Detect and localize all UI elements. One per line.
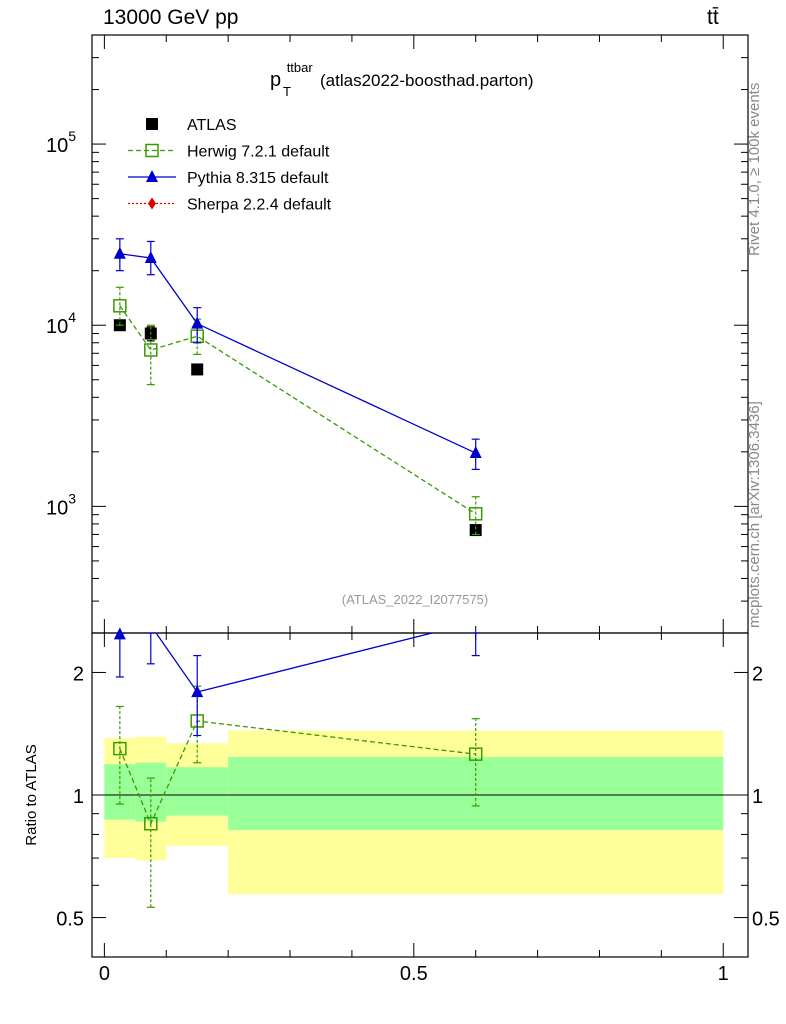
plot-title: p ttbar — [270, 60, 313, 91]
legend-label-pythia: Pythia 8.315 default — [187, 170, 329, 187]
herwig-point-0 — [113, 299, 127, 313]
main-series — [113, 238, 483, 537]
pythia-point-3 — [469, 446, 482, 459]
y-tick-label-2: 105 — [46, 128, 76, 157]
pythia-point-0 — [113, 627, 126, 640]
herwig-line — [119, 720, 476, 826]
ratio-y-tick-label-right-0: 0.5 — [752, 909, 780, 931]
atlas-point-3 — [469, 524, 482, 537]
plot-title-sub: T — [283, 84, 291, 99]
pythia-point-1 — [144, 251, 157, 264]
ratio-y-label: Ratio to ATLAS — [23, 744, 40, 845]
y-tick-label-base: 10 — [46, 497, 68, 519]
ratio-y-tick-label-left-1: 1 — [73, 786, 84, 808]
legend-marker-atlas — [146, 118, 158, 130]
legend-label-sherpa: Sherpa 2.2.4 default — [187, 197, 332, 214]
watermark: (ATLAS_2022_I2077575) — [342, 592, 488, 607]
y-tick-label-base: 10 — [46, 135, 68, 157]
legend-marker-sherpa — [148, 197, 156, 210]
pythia-point-2 — [191, 685, 204, 698]
legend-marker-pythia — [146, 170, 158, 182]
y-tick-label-exp: 3 — [68, 490, 76, 506]
legend-label-atlas: ATLAS — [187, 117, 237, 134]
ratio-y-tick-label-right-1: 1 — [752, 786, 763, 808]
legend-marker-herwig — [145, 143, 159, 158]
header-right: tt̄ — [707, 6, 719, 29]
plot-title-rest: (atlas2022-boosthad.parton) — [320, 71, 534, 90]
ratio-series — [113, 627, 483, 908]
y-tick-label-exp: 5 — [68, 128, 76, 144]
header-left: 13000 GeV pp — [103, 6, 239, 29]
pythia-point-0 — [113, 246, 126, 259]
herwig-point-1 — [144, 816, 158, 831]
atlas-point-2 — [191, 363, 204, 376]
ratio-axis-ticks: 0.5 0.5 1 1 2 2 0 0.5 1 — [56, 633, 780, 985]
x-tick-label-2: 1 — [718, 963, 729, 985]
x-tick-label-0: 0 — [99, 963, 110, 985]
y-tick-label-base: 10 — [46, 316, 68, 338]
ratio-y-tick-label-left-2: 2 — [73, 663, 84, 685]
y-tick-label-exp: 4 — [68, 309, 76, 325]
herwig-point-0 — [113, 741, 127, 756]
pythia-point-2 — [191, 316, 204, 329]
herwig-line — [119, 305, 477, 515]
plot-title-sup: ttbar — [287, 60, 314, 75]
ratio-y-tick-label-right-2: 2 — [752, 663, 763, 685]
y-tick-label-0: 103 — [46, 490, 76, 519]
ratio-y-tick-label-left-0: 0.5 — [56, 909, 84, 931]
band-inner-2 — [166, 767, 229, 816]
herwig-point-1 — [144, 343, 158, 357]
herwig-point-3 — [468, 507, 483, 521]
x-tick-label-1: 0.5 — [400, 963, 428, 985]
legend: ATLAS Herwig 7.2.1 default Pythia 8.315 de… — [128, 117, 332, 214]
herwig-point-3 — [468, 747, 483, 761]
y-tick-label-1: 104 — [46, 309, 76, 338]
pythia-line — [119, 633, 435, 693]
pythia-line — [119, 253, 476, 454]
legend-label-herwig: Herwig 7.2.1 default — [187, 144, 330, 161]
plot-title-main: p — [270, 69, 281, 91]
